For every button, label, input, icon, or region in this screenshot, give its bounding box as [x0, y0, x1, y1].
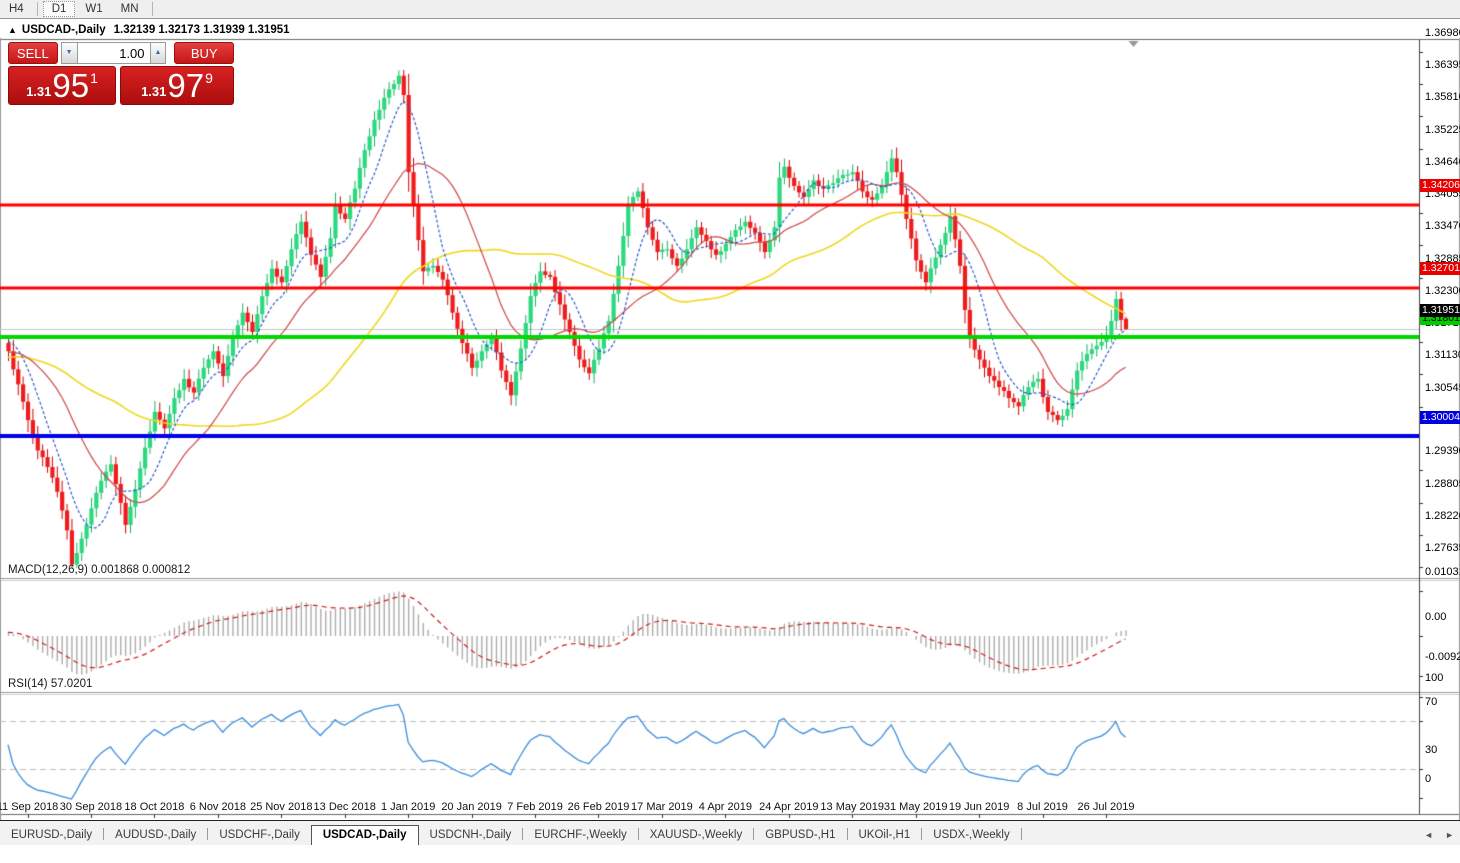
date-axis-label: 4 Apr 2019 — [698, 801, 752, 813]
sell-button[interactable]: SELL — [8, 42, 58, 64]
date-axis-label: 26 Jul 2019 — [1077, 801, 1135, 813]
tab-separator — [207, 828, 209, 840]
volume-input[interactable] — [77, 42, 150, 64]
sell-price-big: 95 — [52, 67, 90, 104]
price-axis-label: 1.33470 — [1425, 220, 1460, 233]
rsi-axis-label: 70 — [1425, 696, 1438, 708]
price-axis-label: 1.35810 — [1425, 91, 1460, 104]
one-click-trade-panel: SELL ▼ ▲ BUY 1.31 95 1 1.31 97 9 — [8, 42, 234, 105]
tab-separator — [103, 828, 105, 840]
macd-label: MACD(12,26,9) 0.001868 0.000812 — [8, 564, 191, 576]
chart-tab-usdcad[interactable]: USDCAD-,Daily — [310, 825, 419, 845]
chart-title: ▲ USDCAD-,Daily 1.32139 1.32173 1.31939 1.… — [8, 24, 290, 36]
buy-price-pip: 9 — [205, 70, 213, 86]
price-axis-label: 1.29390 — [1425, 445, 1460, 458]
timeframe-button-mn[interactable]: MN — [120, 3, 139, 15]
price-axis-label: 1.30545 — [1425, 381, 1460, 394]
date-axis-label: 20 Jan 2019 — [441, 801, 502, 813]
tab-scroll-right-icon[interactable]: ► — [1445, 830, 1454, 840]
timeframe-button-h4[interactable]: H4 — [9, 3, 24, 15]
hline-price-badge: 1.32701 — [1420, 262, 1460, 276]
date-axis-label: 31 May 2019 — [883, 801, 948, 813]
price-axis-label: 1.32885 — [1425, 252, 1460, 265]
quote-row: 1.31 95 1 1.31 97 9 — [8, 66, 234, 105]
date-axis-label: 13 Dec 2018 — [313, 801, 376, 813]
price-axis-label: 1.28805 — [1425, 477, 1460, 490]
tab-separator — [846, 828, 848, 840]
chart-tab-ukoil[interactable]: UKOil-,H1 — [858, 829, 911, 841]
current-price-badge: 1.31951 — [1420, 303, 1460, 317]
chart-tab-audusd[interactable]: AUDUSD-,Daily — [115, 829, 197, 841]
rsi-axis-label: 30 — [1425, 744, 1438, 756]
price-axis-label: 1.36395 — [1425, 59, 1460, 72]
chart-tab-usdchf[interactable]: USDCHF-,Daily — [219, 829, 300, 841]
price-chart-canvas[interactable] — [0, 19, 1460, 863]
chart-tab-eurusd[interactable]: EURUSD-,Daily — [11, 829, 93, 841]
date-axis-label: 25 Nov 2018 — [250, 801, 313, 813]
tab-separator — [921, 828, 923, 840]
chart-window — [0, 19, 1460, 863]
date-axis-label: 11 Sep 2018 — [0, 801, 59, 813]
date-axis-label: 1 Jan 2019 — [380, 801, 436, 813]
date-axis-label: 17 Mar 2019 — [631, 801, 693, 813]
price-axis-label: 1.32300 — [1425, 284, 1460, 297]
price-axis-label: 1.34640 — [1425, 155, 1460, 168]
date-axis-label: 26 Feb 2019 — [567, 801, 630, 813]
date-axis-label: 8 Jul 2019 — [1017, 801, 1068, 813]
tab-separator — [753, 828, 755, 840]
sell-price-prefix: 1.31 — [26, 84, 52, 99]
date-axis-label: 24 Apr 2019 — [759, 801, 819, 813]
buy-price-big: 97 — [167, 67, 205, 104]
chart-tab-usdx[interactable]: USDX-,Weekly — [933, 829, 1010, 841]
tab-separator — [637, 828, 639, 840]
tab-separator — [522, 828, 524, 840]
macd-axis-label: -0.009203 — [1425, 651, 1460, 664]
volume-spin-up-icon[interactable]: ▲ — [149, 42, 167, 64]
buy-price-prefix: 1.31 — [141, 84, 167, 99]
price-axis-label: 1.27635 — [1425, 542, 1460, 555]
toolbar-separator — [36, 2, 38, 16]
date-axis-label: 7 Feb 2019 — [507, 801, 563, 813]
tab-separator — [1020, 828, 1022, 840]
hline-price-badge: 1.34206 — [1420, 179, 1460, 193]
chart-tab-xauusd[interactable]: XAUUSD-,Weekly — [649, 829, 743, 841]
rsi-label: RSI(14) 57.0201 — [8, 678, 93, 690]
ohlc-values: 1.32139 1.32173 1.31939 1.31951 — [113, 24, 290, 36]
price-axis-label: 1.36980 — [1425, 27, 1460, 39]
hline-price-badge: 1.30004 — [1420, 410, 1460, 424]
chart-tab-bar: EURUSD-,Daily AUDUSD-,Daily USDCHF-,Daily U… — [0, 820, 1460, 845]
timeframe-toolbar: H4 D1 W1 MN — [0, 0, 1460, 19]
rsi-axis-label: 0 — [1425, 773, 1432, 785]
tab-scroll-arrows: ◄ ► — [1424, 830, 1454, 840]
macd-axis-label: 0.010311 — [1425, 566, 1460, 579]
tab-scroll-left-icon[interactable]: ◄ — [1424, 830, 1434, 840]
chart-tab-gbpusd[interactable]: GBPUSD-,H1 — [765, 829, 836, 841]
timeframe-button-w1[interactable]: W1 — [85, 3, 103, 15]
date-axis-label: 30 Sep 2018 — [59, 801, 123, 813]
buy-quote-button[interactable]: 1.31 97 9 — [120, 66, 234, 105]
date-axis-label: 18 Oct 2018 — [124, 801, 185, 813]
sell-price-pip: 1 — [90, 70, 98, 86]
rsi-axis-label: 100 — [1425, 672, 1444, 684]
toolbar-separator — [151, 2, 153, 16]
chart-tab-eurchf[interactable]: EURCHF-,Weekly — [534, 829, 627, 841]
date-axis-label: 13 May 2019 — [820, 801, 885, 813]
chart-tab-usdcnh[interactable]: USDCNH-,Daily — [429, 829, 512, 841]
symbol-label: USDCAD-,Daily — [21, 24, 106, 36]
timeframe-button-d1[interactable]: D1 — [42, 1, 76, 17]
date-axis-label: 6 Nov 2018 — [189, 801, 246, 813]
trade-controls-row: SELL ▼ ▲ BUY — [8, 42, 234, 64]
macd-axis-label: 0.00 — [1425, 611, 1447, 623]
price-axis-label: 1.28220 — [1425, 509, 1460, 522]
sell-quote-button[interactable]: 1.31 95 1 — [8, 66, 116, 105]
price-axis-label: 1.35225 — [1425, 123, 1460, 136]
date-axis-label: 19 Jun 2019 — [948, 801, 1010, 813]
volume-spin-down-icon[interactable]: ▼ — [60, 42, 78, 64]
price-axis-label: 1.31130 — [1425, 349, 1460, 362]
buy-button[interactable]: BUY — [174, 42, 234, 64]
collapse-icon[interactable]: ▲ — [8, 25, 17, 35]
